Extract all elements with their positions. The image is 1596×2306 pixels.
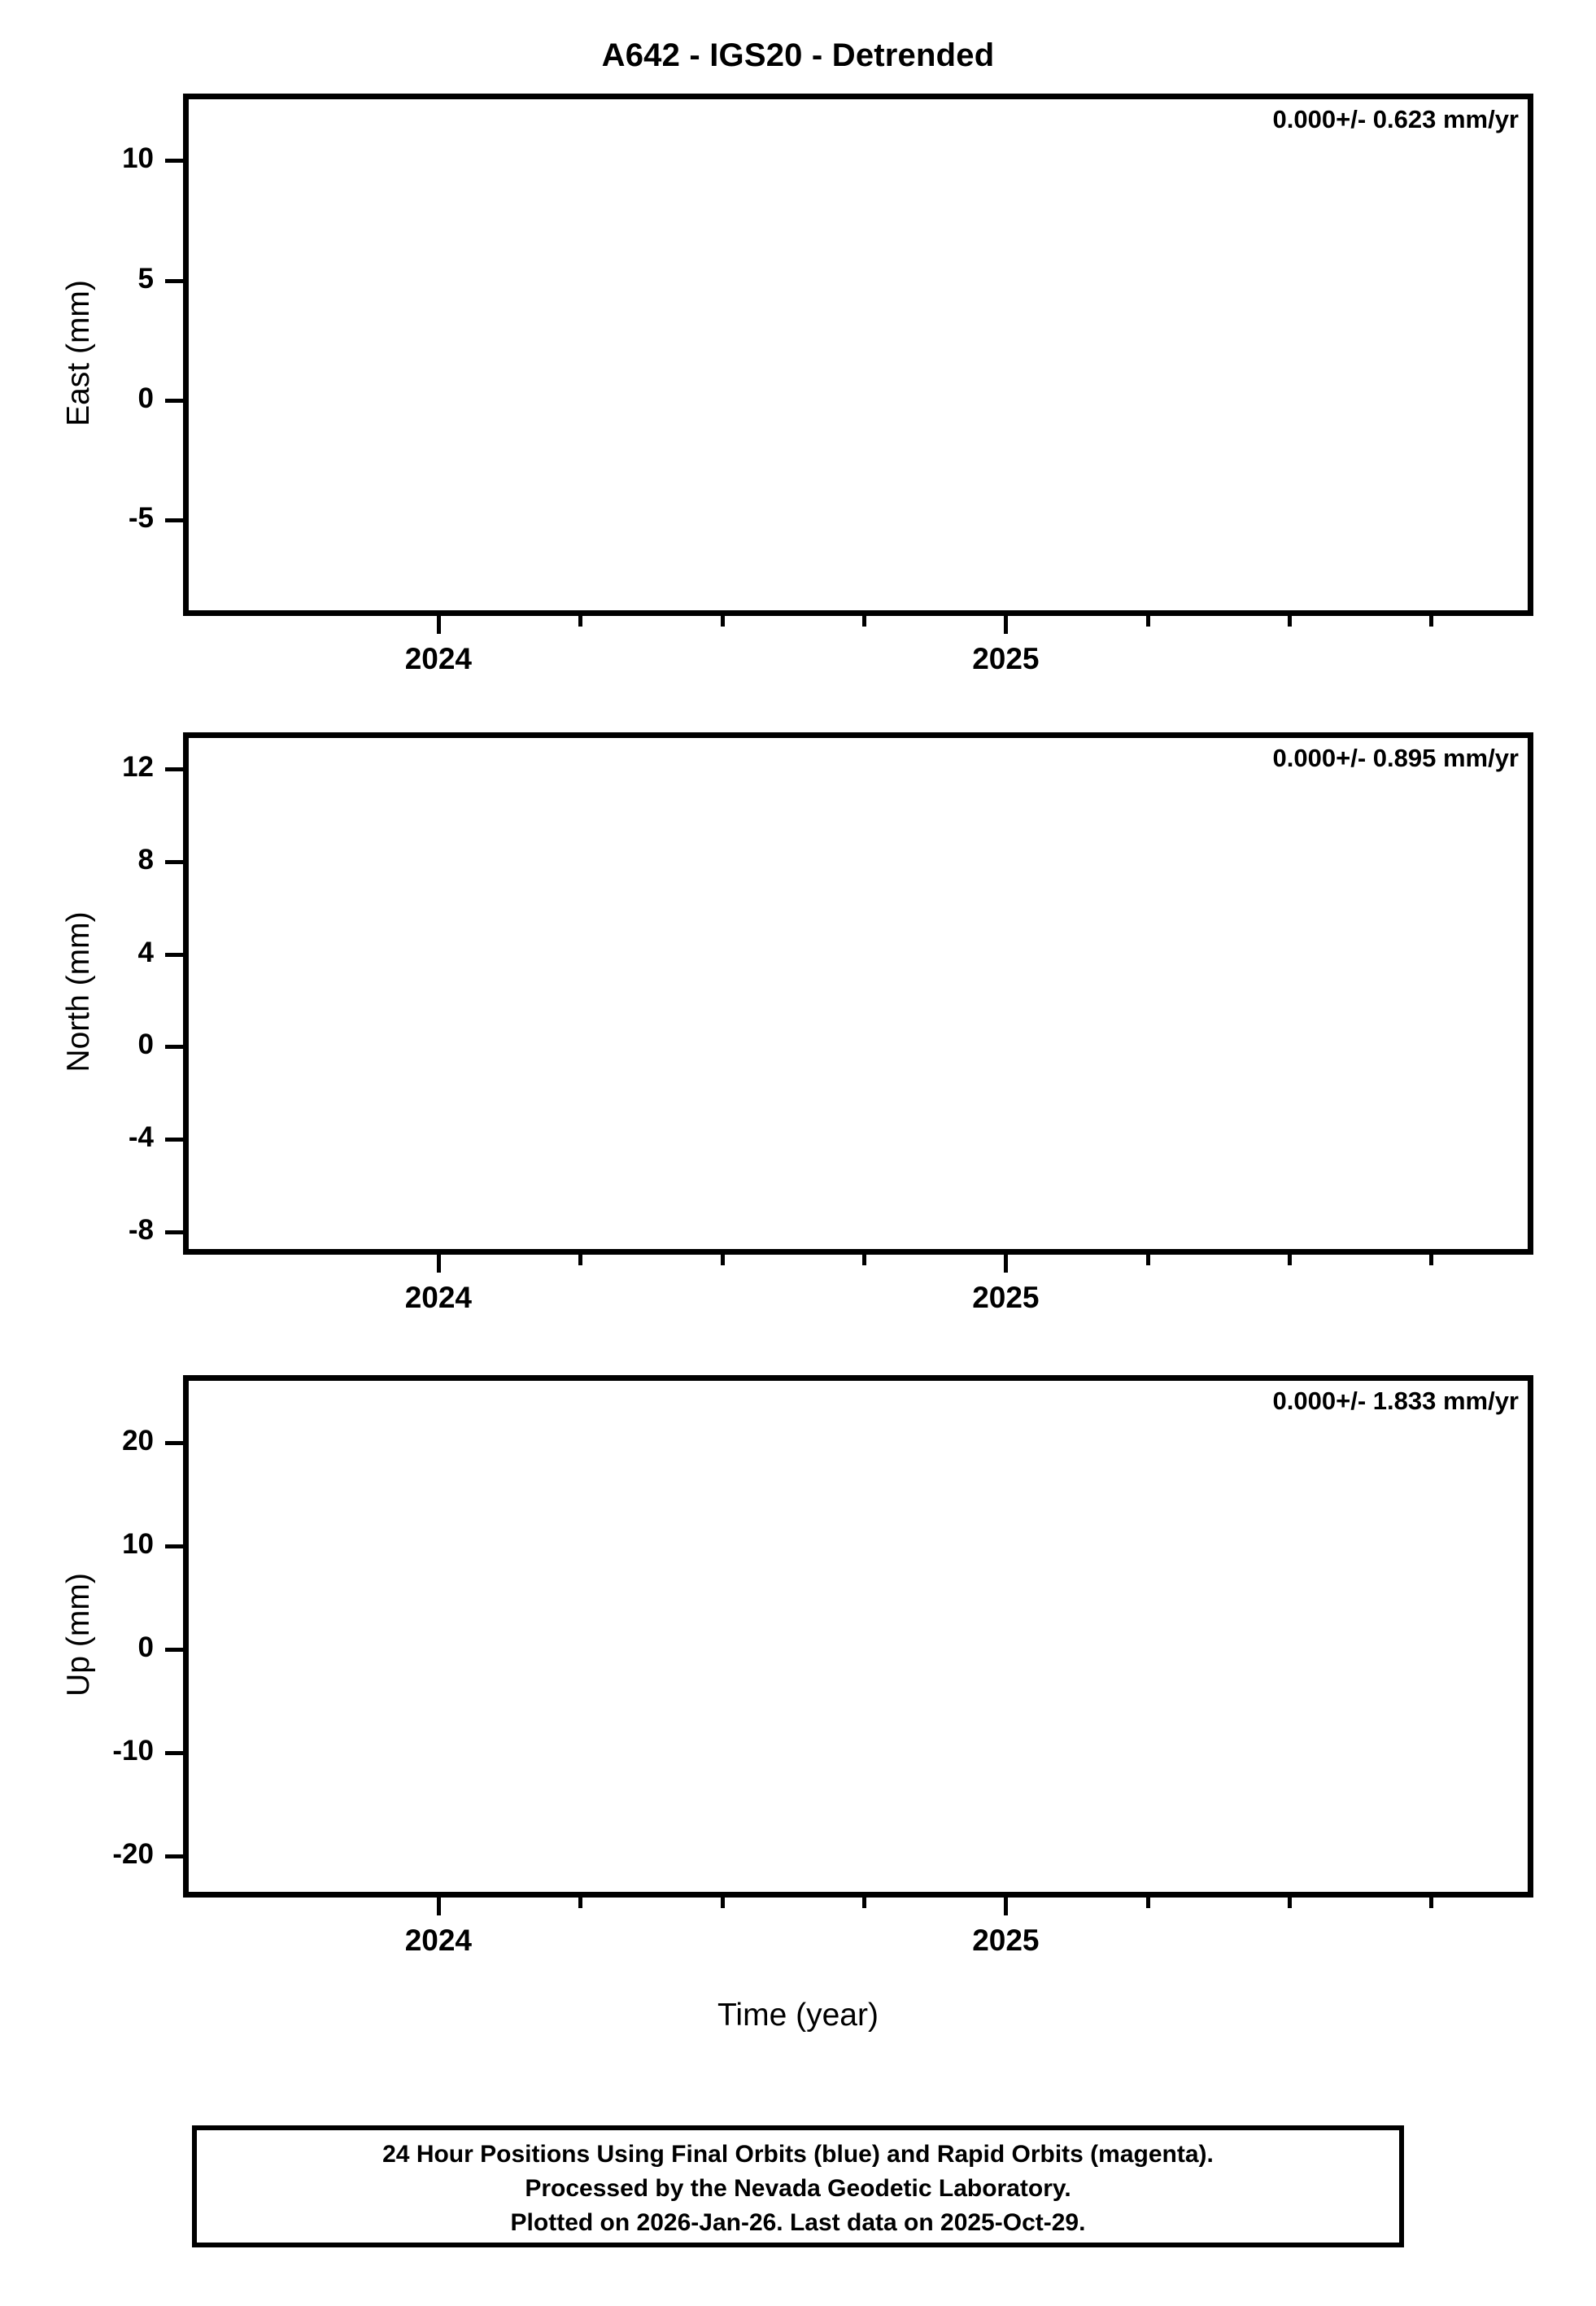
footer-line-3: Plotted on 2026-Jan-26. Last data on 202… <box>510 2209 1086 2236</box>
y-tick-mark <box>165 1854 186 1859</box>
y-tick-label: 0 <box>137 1631 154 1663</box>
y-tick-mark <box>165 1751 186 1756</box>
y-tick-label: 0 <box>137 382 154 414</box>
x-tick-mark <box>720 1251 725 1265</box>
x-tick-mark <box>436 613 441 634</box>
y-tick-mark <box>165 278 186 283</box>
x-tick-label: 2024 <box>404 1924 473 1957</box>
x-tick-mark <box>1429 1894 1434 1908</box>
footer-note-box: 24 Hour Positions Using Final Orbits (bl… <box>192 2125 1404 2247</box>
plot-frame-east <box>183 94 1533 616</box>
plot-area-north: 12 8 4 0 -4 -8 2024 2025 North (mm) 0.000+/- 0.89… <box>61 732 1533 1314</box>
y-tick-mark <box>165 1229 186 1234</box>
plot-area-up: 20 10 0 -10 -20 2024 2025 Up (mm) 0.000+/- 1.833… <box>61 1375 1533 1957</box>
x-axis-label: Time (year) <box>717 1998 879 2033</box>
y-tick-mark <box>165 1137 186 1142</box>
x-tick-mark <box>720 613 725 627</box>
y-axis-label-up: Up (mm) <box>61 1573 96 1697</box>
x-tick-label: 2024 <box>404 1281 473 1314</box>
y-tick-label: 12 <box>122 751 154 784</box>
rate-annotation-east: 0.000+/- 0.623 mm/yr <box>1272 105 1519 133</box>
plot-frame-north <box>183 732 1533 1255</box>
y-tick-mark <box>165 1647 186 1652</box>
y-tick-label: 10 <box>122 1527 154 1560</box>
x-tick-mark <box>1145 1894 1150 1908</box>
y-tick-label: 8 <box>137 844 154 876</box>
y-tick-mark <box>165 767 186 772</box>
y-tick-mark <box>165 860 186 865</box>
y-axis-label-east: East (mm) <box>61 280 96 426</box>
x-tick-mark <box>578 1251 583 1265</box>
rate-annotation-up: 0.000+/- 1.833 mm/yr <box>1272 1387 1519 1415</box>
y-tick-label: -8 <box>128 1213 154 1246</box>
x-tick-mark <box>1004 1894 1009 1915</box>
y-tick-mark <box>165 1045 186 1050</box>
y-tick-mark <box>165 159 186 164</box>
y-tick-mark <box>165 1440 186 1445</box>
footer-line-2: Processed by the Nevada Geodetic Laborat… <box>525 2175 1071 2202</box>
x-tick-mark <box>861 1251 866 1265</box>
x-tick-mark <box>861 1894 866 1908</box>
y-tick-label: 0 <box>137 1029 154 1061</box>
y-tick-label: 5 <box>137 262 154 295</box>
rate-annotation-north: 0.000+/- 0.895 mm/yr <box>1272 744 1519 772</box>
y-tick-mark <box>165 1544 186 1548</box>
x-tick-label: 2025 <box>972 642 1040 675</box>
y-tick-label: -10 <box>112 1735 154 1767</box>
x-tick-mark <box>1145 1251 1150 1265</box>
y-tick-label: -4 <box>128 1120 154 1153</box>
page-title: A642 - IGS20 - Detrended <box>601 37 995 73</box>
panel-up: 20 10 0 -10 -20 2024 2025 Up (mm) 0.000+/- 1.833… <box>0 1277 1596 2010</box>
panel-north: 12 8 4 0 -4 -8 2024 2025 North (mm) 0.000+/- 0.89… <box>0 639 1596 1339</box>
x-tick-mark <box>861 613 866 627</box>
y-axis-label-north: North (mm) <box>61 911 96 1072</box>
x-tick-mark <box>578 1894 583 1908</box>
x-tick-mark <box>1004 1251 1009 1273</box>
x-tick-mark <box>1004 613 1009 634</box>
y-tick-label: 20 <box>122 1424 154 1457</box>
x-tick-mark <box>1288 613 1293 627</box>
plot-frame-up <box>183 1375 1533 1898</box>
y-tick-mark <box>165 952 186 957</box>
y-tick-label: 4 <box>137 936 154 968</box>
y-tick-mark <box>165 518 186 523</box>
x-tick-mark <box>436 1251 441 1273</box>
x-tick-mark <box>720 1894 725 1908</box>
x-tick-mark <box>1288 1894 1293 1908</box>
panel-east: 10 5 0 -5 2024 2025 East (mm) 0.000+/- 0.623 mm… <box>0 0 1596 700</box>
x-tick-mark <box>1429 613 1434 627</box>
x-tick-mark <box>1429 1251 1434 1265</box>
y-tick-label: -5 <box>128 502 154 535</box>
plot-area-east: 10 5 0 -5 2024 2025 East (mm) 0.000+/- 0.623 mm… <box>61 94 1533 675</box>
y-tick-label: -20 <box>112 1838 154 1871</box>
x-tick-mark <box>1288 1251 1293 1265</box>
x-tick-label: 2024 <box>404 642 473 675</box>
y-tick-mark <box>165 398 186 403</box>
x-tick-mark <box>436 1894 441 1915</box>
x-tick-label: 2025 <box>972 1924 1040 1957</box>
x-tick-mark <box>1145 613 1150 627</box>
x-tick-mark <box>578 613 583 627</box>
footer-line-1: 24 Hour Positions Using Final Orbits (bl… <box>382 2141 1214 2168</box>
x-tick-label: 2025 <box>972 1281 1040 1314</box>
y-tick-label: 10 <box>122 142 154 175</box>
